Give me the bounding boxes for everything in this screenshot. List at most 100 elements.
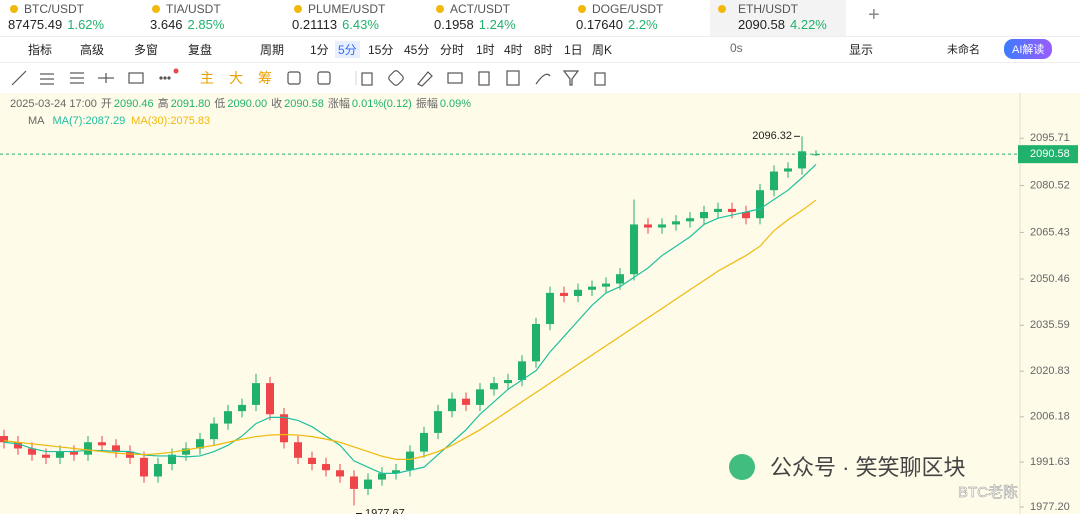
candle-body xyxy=(588,286,596,290)
interval[interactable]: 1时 xyxy=(476,43,495,57)
indicator-name: MA xyxy=(28,115,45,127)
datetime: 2025-03-24 17:00 xyxy=(10,98,97,110)
candle-body xyxy=(378,473,386,480)
candle-body xyxy=(280,414,288,443)
legend-value: 2087.29 xyxy=(85,115,126,127)
candle-body xyxy=(266,383,274,415)
candle-body xyxy=(630,224,638,275)
last-price-label: 2090.58 xyxy=(1030,148,1070,160)
toolbar: 指标 高级 多窗 复盘 周期 1分 5分 15分 45分 分时 1时 4时 8时 1日 周K 0s 显示 未命名 A… xyxy=(0,36,1080,63)
info-value: 0.09% xyxy=(439,98,472,110)
tab-price: 0.1958 1.24% xyxy=(434,17,516,32)
toolbar-button[interactable]: 指标 xyxy=(28,43,53,57)
candle-body xyxy=(252,383,260,405)
tab-change: 6.43% xyxy=(342,17,379,32)
interval[interactable]: 45分 xyxy=(404,43,430,57)
tab[interactable]: PLUME/USDT 0.21113 6.43% xyxy=(292,0,432,36)
candle-body xyxy=(714,208,722,212)
tab-icon xyxy=(10,5,18,13)
indicator-button[interactable]: 筹 xyxy=(258,70,272,86)
candle-body xyxy=(728,208,736,212)
candle-body xyxy=(686,218,694,222)
interval[interactable]: 分时 xyxy=(440,43,465,57)
candle-body xyxy=(658,224,666,228)
legend-name: MA(7): xyxy=(52,115,86,127)
display-button[interactable]: 显示 xyxy=(849,43,874,57)
tab-icon xyxy=(294,5,302,13)
info-value: 2090.58 xyxy=(284,98,324,110)
indicator-button[interactable]: 主 xyxy=(200,70,214,86)
candle-body xyxy=(700,211,708,219)
last-price-tag xyxy=(1018,145,1078,164)
info-value: 2090.46 xyxy=(113,98,154,110)
high-annotation: 2096.32 xyxy=(752,130,792,142)
candle-body xyxy=(756,190,764,219)
candle-body xyxy=(238,404,246,412)
candle-body xyxy=(644,224,652,228)
candle-body xyxy=(98,442,106,446)
candle-body xyxy=(532,324,540,362)
y-tick-label: 1991.63 xyxy=(1030,456,1070,468)
indicator-button[interactable]: 大 xyxy=(229,70,243,86)
tab-price: 3.646 2.85% xyxy=(150,17,225,32)
candle-body xyxy=(784,168,792,172)
watermark-text: 公众号 · 笑笑聊区块 xyxy=(770,455,966,480)
candle-body xyxy=(168,454,176,465)
candle-body xyxy=(126,451,134,458)
candle-body xyxy=(196,439,204,449)
tab-change: 1.62% xyxy=(67,17,105,32)
info-label: 高 xyxy=(157,98,169,110)
tab-change: 2.85% xyxy=(187,17,225,32)
candle-body xyxy=(448,398,456,412)
info-value: 0.01%(0.12) xyxy=(351,98,412,110)
interval[interactable]: 周K xyxy=(592,43,613,57)
candle-body xyxy=(84,442,92,455)
tab[interactable]: TIA/USDT 3.646 2.85% xyxy=(150,0,290,36)
tab-symbol: DOGE/USDT xyxy=(592,2,664,16)
add-tab[interactable]: + xyxy=(868,4,880,26)
interval[interactable]: 5分 xyxy=(335,41,360,58)
toolbar-button[interactable]: 复盘 xyxy=(188,43,213,57)
info-label: 涨幅 xyxy=(327,98,350,110)
candle-body xyxy=(322,464,330,471)
candle-body xyxy=(294,442,302,458)
candle-body xyxy=(364,479,372,489)
interval[interactable]: 15分 xyxy=(368,43,394,57)
y-tick-label: 2006.18 xyxy=(1030,411,1070,423)
y-tick-label: 2080.52 xyxy=(1030,179,1070,191)
ai-button[interactable]: AI解读 xyxy=(1004,39,1053,59)
candle-body xyxy=(224,411,232,424)
candle-body xyxy=(406,451,414,471)
tab[interactable]: ETH/USDT 2090.58 4.22% xyxy=(710,0,846,36)
period-label[interactable]: 周期 xyxy=(260,43,285,57)
tab[interactable]: ACT/USDT 0.1958 1.24% xyxy=(434,0,574,36)
tab-price: 2090.58 4.22% xyxy=(738,17,827,32)
tab-icon xyxy=(436,5,444,13)
tab-icon xyxy=(578,5,586,13)
tab-price: 0.17640 2.2% xyxy=(576,17,658,32)
tab-symbol: ETH/USDT xyxy=(738,2,798,16)
interval[interactable]: 1日 xyxy=(564,43,583,57)
info-label: 低 xyxy=(214,98,226,110)
y-tick-label: 2050.46 xyxy=(1030,273,1070,285)
tab-symbol: PLUME/USDT xyxy=(308,2,386,16)
toolbar-button[interactable]: 多窗 xyxy=(134,43,159,57)
interval[interactable]: 8时 xyxy=(534,43,553,57)
toolbar-button[interactable]: 高级 xyxy=(80,43,105,57)
candle-body xyxy=(14,442,22,449)
candle-body xyxy=(308,457,316,465)
tab-change: 1.24% xyxy=(478,17,516,32)
tab[interactable]: DOGE/USDT 0.17640 2.2% xyxy=(576,0,716,36)
tab-bar: BTC/USDT 87475.49 1.62% TIA/USDT 3.646 2.85% P… xyxy=(0,0,1080,37)
tab-price: 87475.49 1.62% xyxy=(8,17,105,32)
candle-body xyxy=(154,464,162,477)
tab[interactable]: BTC/USDT 87475.49 1.62% xyxy=(8,0,148,36)
low-annotation: 1977.67 xyxy=(365,507,405,514)
interval[interactable]: 1分 xyxy=(310,43,329,57)
workspace[interactable]: 未命名 xyxy=(947,44,980,56)
candle-body xyxy=(504,380,512,384)
y-tick-label: 2095.71 xyxy=(1030,132,1070,144)
candle-body xyxy=(742,211,750,219)
interval[interactable]: 4时 xyxy=(504,43,523,57)
